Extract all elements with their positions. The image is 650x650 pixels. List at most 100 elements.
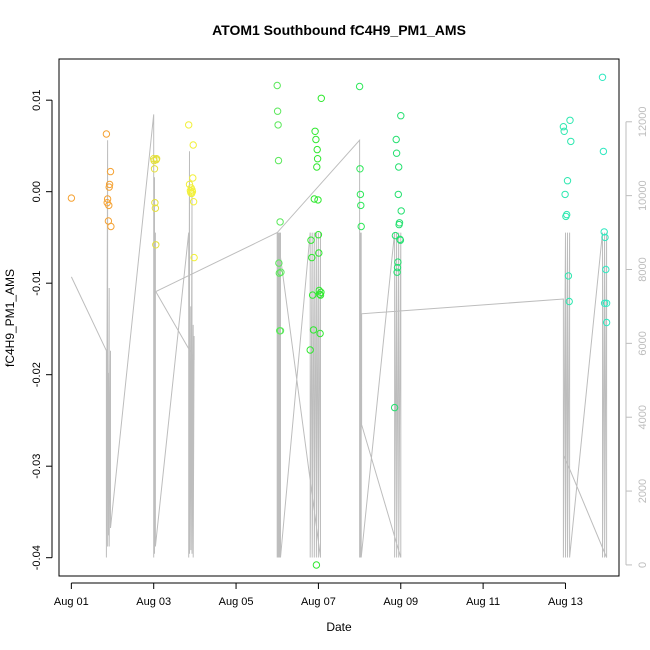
data-point xyxy=(316,291,325,299)
data-point xyxy=(274,156,283,165)
x-tick-label: Aug 07 xyxy=(301,596,336,608)
data-point xyxy=(391,231,400,240)
y2-tick-label: 6000 xyxy=(637,331,649,355)
data-point xyxy=(559,123,568,131)
data-point xyxy=(397,112,405,120)
data-point xyxy=(152,241,160,249)
data-point xyxy=(308,253,316,262)
data-point xyxy=(106,167,115,176)
y2-tick-label: 12000 xyxy=(637,106,649,137)
data-point xyxy=(315,286,323,295)
data-point xyxy=(393,263,402,272)
chart-title: ATOM1 Southbound fC4H9_PM1_AMS xyxy=(212,22,466,38)
data-point xyxy=(307,236,315,244)
data-point xyxy=(105,180,114,189)
y2-tick-label: 0 xyxy=(637,562,649,568)
data-point xyxy=(306,346,314,354)
data-point xyxy=(189,174,197,182)
data-point xyxy=(600,228,608,236)
data-point xyxy=(277,268,285,276)
data-point xyxy=(315,249,323,257)
data-point xyxy=(563,177,572,185)
data-point xyxy=(189,198,198,206)
data-point xyxy=(395,163,403,171)
data-point xyxy=(313,163,321,171)
data-point xyxy=(275,259,283,267)
data-point xyxy=(276,327,285,335)
data-point xyxy=(602,299,611,307)
plot-frame xyxy=(58,58,620,577)
data-point xyxy=(316,329,324,338)
data-point xyxy=(188,188,197,196)
data-point xyxy=(598,73,607,82)
data-point xyxy=(394,258,402,266)
data-point xyxy=(150,165,159,173)
data-point xyxy=(312,561,321,569)
x-tick-label: Aug 05 xyxy=(219,596,254,608)
x-tick-label: Aug 11 xyxy=(466,596,500,608)
data-point xyxy=(315,290,324,298)
y2-tick-label: 2000 xyxy=(637,479,649,503)
data-point xyxy=(390,403,399,412)
data-point xyxy=(563,210,571,219)
data-point xyxy=(397,207,405,215)
x-tick-label: Aug 13 xyxy=(548,596,583,608)
data-point xyxy=(396,236,405,244)
data-point xyxy=(102,130,111,138)
data-point xyxy=(152,155,161,163)
data-point xyxy=(190,253,198,262)
data-point xyxy=(356,190,365,199)
data-point xyxy=(357,201,365,210)
data-point xyxy=(355,82,364,91)
data-point xyxy=(395,219,404,227)
data-point xyxy=(313,155,322,163)
y-tick-label: -0.03 xyxy=(31,454,43,479)
data-point xyxy=(309,326,318,334)
points-layer xyxy=(67,73,611,569)
data-point xyxy=(105,183,113,191)
data-point xyxy=(392,149,401,157)
x-tick-label: Aug 09 xyxy=(383,596,418,608)
y-tick-label: -0.04 xyxy=(31,545,43,570)
data-point xyxy=(274,121,282,129)
y-tick-label: 0.01 xyxy=(31,89,43,110)
y-axis: 0.01 0.00 -0.01 -0.02 -0.03 -0.04 xyxy=(31,89,53,570)
data-point xyxy=(393,268,401,276)
line-layer xyxy=(70,114,608,558)
data-point xyxy=(314,231,323,239)
y2-tick-label: 8000 xyxy=(637,257,649,281)
x-tick-label: Aug 01 xyxy=(54,596,89,608)
data-point xyxy=(151,199,159,207)
y-tick-label: -0.01 xyxy=(31,271,43,296)
data-point xyxy=(565,297,573,306)
data-point xyxy=(311,127,319,136)
data-point xyxy=(317,94,325,103)
plot-area xyxy=(58,58,620,577)
data-point xyxy=(601,233,609,242)
data-point xyxy=(275,269,283,277)
data-point xyxy=(308,291,317,299)
data-point xyxy=(189,141,197,149)
data-point xyxy=(185,121,193,129)
data-point xyxy=(107,222,115,231)
data-point xyxy=(312,135,320,144)
data-point xyxy=(273,81,281,90)
data-point xyxy=(356,165,364,173)
data-point xyxy=(313,145,321,154)
data-point xyxy=(276,218,284,226)
data-point xyxy=(392,135,400,144)
data-point xyxy=(602,265,610,274)
y2-tick-label: 10000 xyxy=(637,180,649,211)
data-point xyxy=(357,222,365,231)
data-point xyxy=(67,194,76,202)
data-point xyxy=(151,204,160,212)
data-point xyxy=(273,107,282,115)
data-point xyxy=(564,272,573,280)
data-point xyxy=(567,137,575,146)
x-axis: Aug 01 Aug 03 Aug 05 Aug 07 Aug 09 Aug 11 Aug … xyxy=(54,582,583,608)
data-point xyxy=(310,195,318,203)
data-point xyxy=(105,201,113,210)
x-tick-label: Aug 03 xyxy=(136,596,171,608)
y-tick-label: -0.02 xyxy=(31,362,43,387)
data-point xyxy=(600,299,609,307)
